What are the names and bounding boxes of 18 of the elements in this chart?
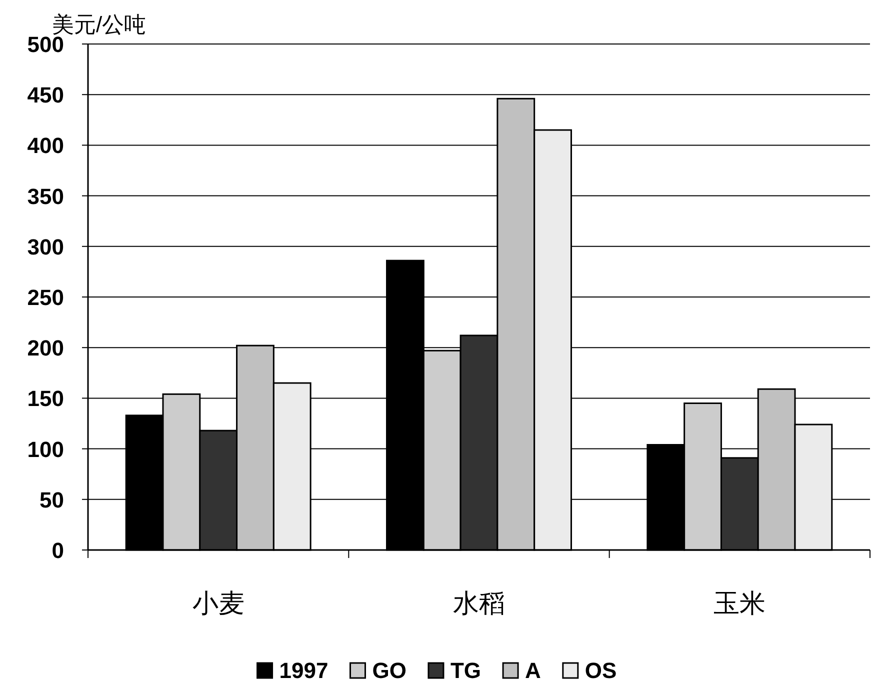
legend-label: OS <box>584 658 617 683</box>
x-tick-label: 玉米 <box>714 589 766 618</box>
x-tick-label: 小麦 <box>192 589 244 618</box>
y-tick-label: 450 <box>27 82 64 108</box>
legend-label: GO <box>372 658 406 683</box>
y-tick-label: 350 <box>27 184 64 209</box>
legend-label: A <box>525 658 542 683</box>
y-tick-label: 0 <box>52 538 64 563</box>
y-tick-label: 250 <box>27 285 64 310</box>
x-tick-label: 水稻 <box>453 589 505 618</box>
legend-label: 1997 <box>279 658 328 683</box>
y-tick-label: 50 <box>40 487 64 512</box>
legend-label: TG <box>450 658 482 683</box>
y-tick-label: 400 <box>27 133 64 158</box>
y-tick-label: 300 <box>27 234 64 260</box>
y-tick-label: 150 <box>27 386 64 412</box>
y-tick-label: 100 <box>27 436 64 462</box>
y-tick-label: 200 <box>27 336 64 361</box>
